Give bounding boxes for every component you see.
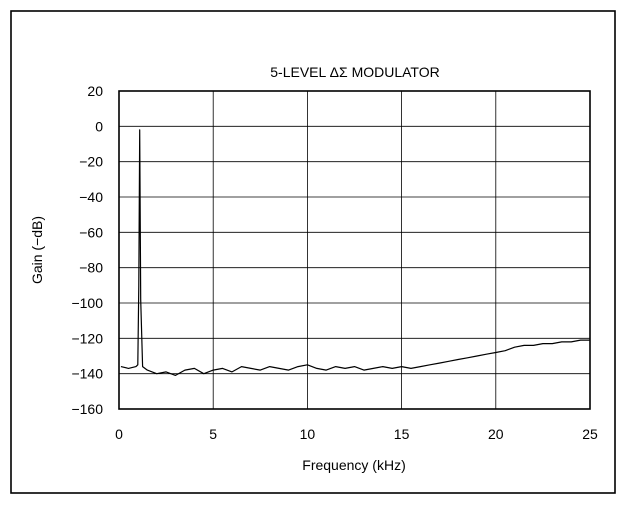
y-tick-label: 0	[95, 118, 103, 134]
y-tick-label: −20	[79, 154, 103, 170]
x-tick-label: 20	[488, 426, 504, 442]
chart-title: 5-LEVEL ΔΣ MODULATOR	[270, 64, 439, 80]
y-tick-label: −100	[71, 295, 103, 311]
y-tick-label: −80	[79, 260, 103, 276]
x-tick-label: 25	[582, 426, 598, 442]
y-tick-label: −120	[71, 330, 103, 346]
y-axis-label: Gain (−dB)	[29, 216, 45, 284]
y-tick-label: −40	[79, 189, 103, 205]
series-line-0	[120, 129, 590, 376]
y-tick-labels: 20 0 −20 −40 −60 −80 −100 −120 −140 −160	[71, 83, 103, 417]
x-axis-label: Frequency (kHz)	[302, 457, 405, 473]
x-tick-labels: 0 5 10 15 20 25	[115, 426, 598, 442]
x-tick-label: 15	[394, 426, 410, 442]
x-tick-label: 10	[300, 426, 316, 442]
y-tick-label: −60	[79, 224, 103, 240]
y-tick-label: −140	[71, 366, 103, 382]
y-tick-label: 20	[87, 83, 103, 99]
x-tick-label: 5	[209, 426, 217, 442]
x-tick-label: 0	[115, 426, 123, 442]
plot-area-border	[118, 90, 591, 410]
series-group	[120, 129, 590, 376]
y-tick-label: −160	[71, 401, 103, 417]
